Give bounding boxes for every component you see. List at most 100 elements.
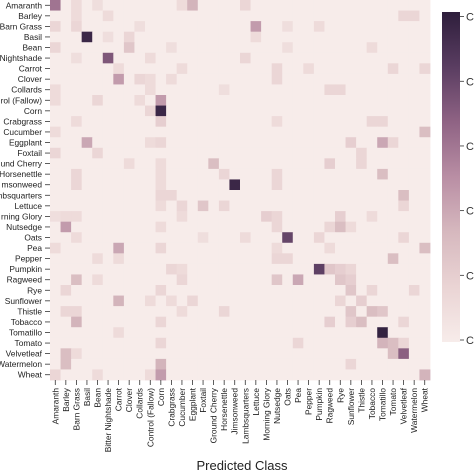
- heatmap-cell: [208, 337, 220, 349]
- heatmap-cell: [197, 84, 209, 96]
- heatmap-cell: [176, 21, 188, 33]
- heatmap-cell: [155, 316, 167, 328]
- heatmap-cell: [271, 158, 283, 170]
- heatmap-cell: [81, 263, 93, 275]
- heatmap-cell: [155, 31, 167, 43]
- heatmap-cell: [229, 158, 241, 170]
- heatmap-cell: [282, 95, 294, 106]
- heatmap-cell: [345, 348, 357, 360]
- heatmap-cell: [398, 200, 410, 212]
- heatmap-cell: [335, 179, 346, 191]
- heatmap-cell: [240, 10, 251, 22]
- heatmap-cell: [250, 137, 262, 149]
- heatmap-cell: [92, 327, 104, 339]
- heatmap-cell: [60, 31, 72, 43]
- heatmap-cell: [377, 285, 389, 296]
- heatmap-cell: [313, 200, 325, 212]
- heatmap-cell: [81, 84, 93, 96]
- x-tick-label: Bean: [93, 388, 103, 408]
- heatmap-cell: [398, 211, 410, 223]
- heatmap-cell: [366, 95, 378, 106]
- heatmap-cell: [92, 147, 104, 159]
- heatmap-cell: [303, 63, 315, 75]
- heatmap-cell: [176, 358, 188, 370]
- heatmap-cell: [345, 84, 357, 96]
- heatmap-cell: [345, 116, 357, 128]
- heatmap-cell: [292, 348, 304, 360]
- heatmap-cell: [145, 263, 156, 275]
- heatmap-cell: [123, 190, 135, 201]
- heatmap-cell: [271, 232, 283, 244]
- heatmap-cell: [208, 306, 220, 318]
- heatmap-cell: [366, 306, 378, 318]
- heatmap-cell: [197, 369, 209, 381]
- heatmap-cell: [271, 358, 283, 370]
- heatmap-cell: [366, 179, 378, 191]
- heatmap-cell: [261, 253, 273, 265]
- heatmap-cell: [134, 179, 146, 191]
- heatmap-cell: [271, 211, 283, 223]
- heatmap-cell: [218, 105, 230, 117]
- heatmap-cell: [102, 126, 114, 138]
- heatmap-cell: [50, 10, 61, 22]
- heatmap-cell: [398, 263, 410, 275]
- heatmap-cell: [123, 211, 135, 223]
- heatmap-cell: [345, 242, 357, 254]
- heatmap-cell: [356, 21, 368, 33]
- y-tick-label: und Cherry: [1, 159, 43, 169]
- heatmap-cell: [92, 10, 104, 22]
- heatmap-cell: [324, 285, 336, 296]
- heatmap-cell: [92, 168, 104, 180]
- heatmap-cell: [113, 137, 125, 149]
- heatmap-cell: [71, 116, 83, 128]
- heatmap-cell: [408, 158, 420, 170]
- heatmap-cell: [123, 116, 135, 128]
- heatmap-cell: [113, 168, 125, 180]
- heatmap-cell: [398, 295, 410, 307]
- heatmap-cell: [50, 21, 61, 33]
- heatmap-cell: [187, 221, 199, 233]
- heatmap-cell: [387, 31, 399, 43]
- heatmap-cell: [282, 211, 294, 223]
- heatmap-cell: [356, 105, 368, 117]
- heatmap-cell: [366, 168, 378, 180]
- x-tick-label: Tobacco: [367, 388, 377, 420]
- heatmap-cell: [250, 126, 262, 138]
- heatmap-cell: [271, 274, 283, 286]
- x-tick-label: Watermelon: [409, 388, 419, 433]
- heatmap-cell: [292, 221, 304, 233]
- heatmap-cell: [113, 42, 125, 54]
- heatmap-cell: [81, 285, 93, 296]
- heatmap-cell: [166, 95, 178, 106]
- heatmap-cell: [134, 285, 146, 296]
- heatmap-cell: [408, 42, 420, 54]
- x-tick-label: Foxtail: [198, 388, 208, 413]
- heatmap-cell: [240, 232, 251, 244]
- heatmap-cell: [356, 116, 368, 128]
- heatmap-cell: [335, 147, 346, 159]
- heatmap-cell: [282, 21, 294, 33]
- heatmap-cell: [387, 190, 399, 201]
- heatmap-cell: [229, 52, 241, 64]
- heatmap-cell: [113, 242, 125, 254]
- heatmap-cell: [113, 31, 125, 43]
- x-tick-label: Bitter Nightshade: [103, 388, 113, 453]
- heatmap-cell: [50, 358, 61, 370]
- heatmap-cell: [250, 52, 262, 64]
- heatmap-cell: [92, 232, 104, 244]
- heatmap-cell: [335, 0, 346, 11]
- heatmap-cell: [419, 179, 431, 191]
- heatmap-cell: [345, 63, 357, 75]
- heatmap-cell: [240, 168, 251, 180]
- heatmap-cell: [123, 158, 135, 170]
- heatmap-cell: [218, 73, 230, 85]
- y-tick-label: Collards: [11, 85, 42, 95]
- heatmap-cell: [313, 84, 325, 96]
- heatmap-cell: [176, 316, 188, 328]
- heatmap-cell: [71, 253, 83, 265]
- heatmap-cell: [345, 0, 357, 11]
- heatmap-cell: [313, 327, 325, 339]
- heatmap-cell: [408, 327, 420, 339]
- heatmap-cell: [229, 285, 241, 296]
